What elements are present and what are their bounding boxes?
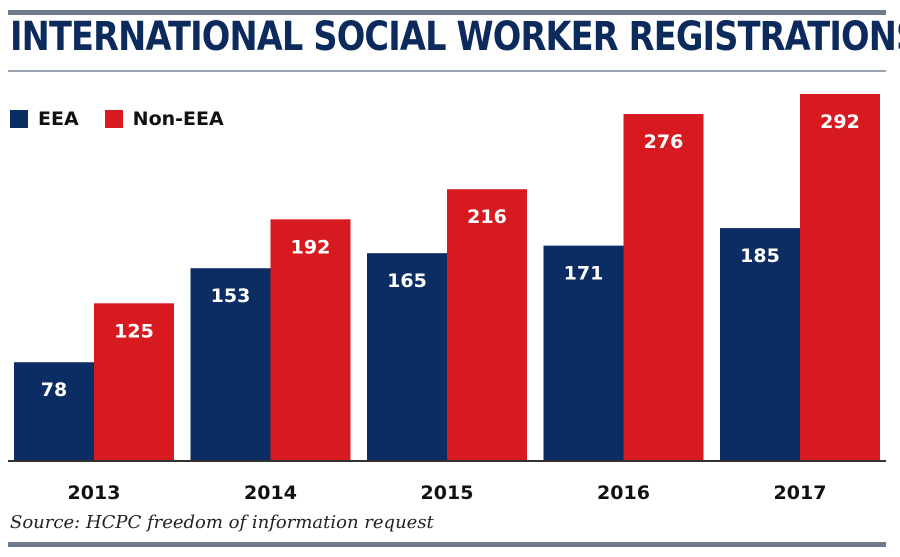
legend-swatch-non-eea bbox=[104, 110, 123, 128]
top-rule bbox=[8, 10, 886, 15]
bar-eea-2016 bbox=[543, 245, 624, 460]
chart-title: INTERNATIONAL SOCIAL WORKER REGISTRATION… bbox=[10, 14, 900, 60]
data-label-non-eea-2015: 216 bbox=[467, 206, 507, 228]
legend: EEA Non-EEA bbox=[10, 108, 250, 130]
bar-non-eea-2014 bbox=[270, 219, 351, 460]
data-label-eea-2016: 171 bbox=[564, 263, 604, 285]
bar-eea-2017 bbox=[720, 228, 800, 460]
data-label-non-eea-2013: 125 bbox=[114, 320, 154, 342]
x-tick-label-2013: 2013 bbox=[68, 482, 121, 504]
data-label-eea-2015: 165 bbox=[387, 270, 427, 292]
legend-swatch-eea bbox=[10, 110, 28, 128]
bar-eea-2013 bbox=[14, 362, 94, 460]
data-label-non-eea-2014: 192 bbox=[291, 236, 331, 258]
x-tick-label-2017: 2017 bbox=[774, 482, 827, 504]
data-label-non-eea-2016: 276 bbox=[644, 131, 684, 153]
bar-non-eea-2013 bbox=[94, 303, 174, 460]
source-note: Source: HCPC freedom of information requ… bbox=[10, 512, 434, 533]
bottom-rule bbox=[8, 542, 886, 547]
x-tick-label-2014: 2014 bbox=[244, 482, 297, 504]
data-label-non-eea-2017: 292 bbox=[820, 111, 860, 133]
legend-label-eea: EEA bbox=[38, 108, 79, 130]
data-label-eea-2014: 153 bbox=[211, 285, 251, 307]
legend-label-non-eea: Non-EEA bbox=[132, 108, 224, 130]
x-tick-label-2016: 2016 bbox=[597, 482, 650, 504]
bar-non-eea-2016 bbox=[623, 114, 704, 460]
legend-item-eea: EEA bbox=[10, 108, 79, 130]
data-label-eea-2013: 78 bbox=[41, 379, 67, 401]
title-underline bbox=[8, 70, 886, 72]
bar-eea-2014 bbox=[190, 268, 271, 460]
legend-item-non-eea: Non-EEA bbox=[104, 108, 224, 130]
bar-non-eea-2015 bbox=[447, 189, 527, 460]
x-tick-label-2015: 2015 bbox=[421, 482, 474, 504]
bar-non-eea-2017 bbox=[800, 93, 880, 460]
bar-eea-2015 bbox=[367, 253, 447, 460]
data-label-eea-2017: 185 bbox=[740, 245, 780, 267]
